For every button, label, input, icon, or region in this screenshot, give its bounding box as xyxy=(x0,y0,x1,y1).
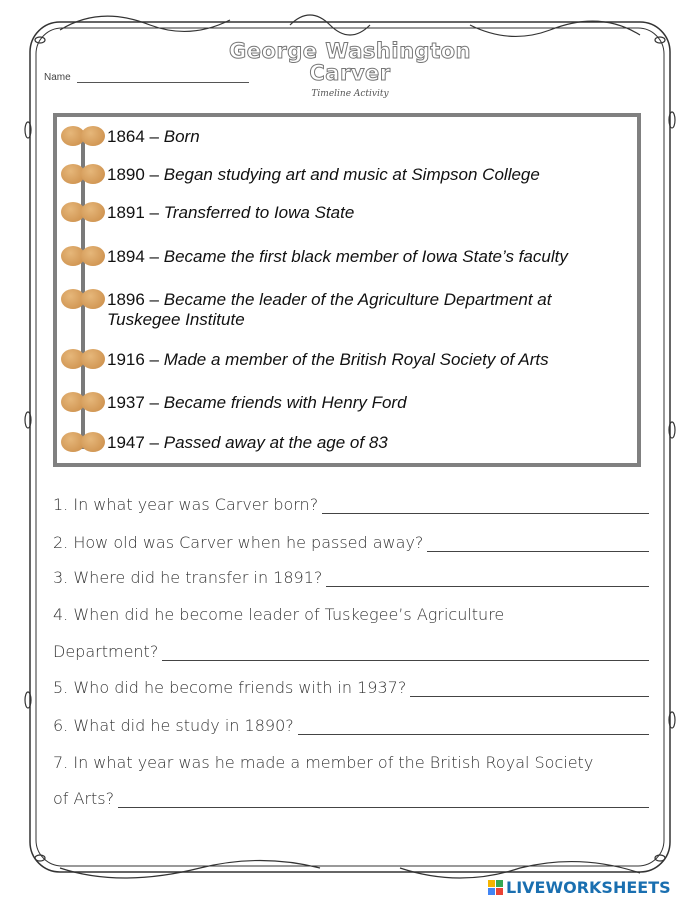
separator: – xyxy=(144,165,164,184)
answer-input-6[interactable] xyxy=(297,716,649,735)
separator: – xyxy=(144,393,164,412)
peanut-icon xyxy=(61,431,107,453)
question-6: 6. What did he study in 1890? xyxy=(53,716,649,735)
timeline-text: 1890 – Began studying art and music at S… xyxy=(107,165,540,185)
timeline-text: 1916 – Made a member of the British Roya… xyxy=(107,350,549,370)
answer-input-3[interactable] xyxy=(326,568,650,587)
timeline-text: 1864 – Born xyxy=(107,127,200,147)
logo-blocks-icon xyxy=(488,880,503,895)
timeline-item: 1896 – Became the leader of the Agricult… xyxy=(61,288,551,330)
separator: – xyxy=(144,433,164,452)
logo-text: LIVEWORKSHEETS xyxy=(506,878,671,897)
separator: – xyxy=(144,203,164,222)
timeline-text: 1894 – Became the first black member of … xyxy=(107,247,568,267)
timeline-event: Transferred to Iowa State xyxy=(163,203,355,222)
timeline-item: 1937 – Became friends with Henry Ford xyxy=(61,391,407,413)
liveworksheets-logo: LIVEWORKSHEETS xyxy=(488,878,671,897)
timeline-text: 1896 – Became the leader of the Agricult… xyxy=(107,290,551,330)
subtitle: Timeline Activity xyxy=(311,89,389,99)
answer-input-2[interactable] xyxy=(427,533,650,552)
timeline-year: 1894 xyxy=(107,247,145,266)
question-text: 7. In what year was he made a member of … xyxy=(53,753,594,772)
separator: – xyxy=(144,290,164,309)
name-input[interactable] xyxy=(76,68,249,83)
question-text: Department? xyxy=(53,642,159,661)
timeline-year: 1896 xyxy=(107,290,145,309)
timeline-event: Born xyxy=(163,127,200,146)
timeline-item: 1894 – Became the first black member of … xyxy=(61,245,568,267)
timeline-event: Became the first black member of Iowa St… xyxy=(163,247,568,266)
peanut-icon xyxy=(61,288,107,310)
timeline-text: 1937 – Became friends with Henry Ford xyxy=(107,393,407,413)
peanut-icon xyxy=(61,391,107,413)
timeline-year: 1937 xyxy=(107,393,145,412)
name-row: Name xyxy=(44,68,249,83)
timeline-text: 1947 – Passed away at the age of 83 xyxy=(107,433,388,453)
question-text: 4. When did he become leader of Tuskegee… xyxy=(53,605,505,624)
separator: – xyxy=(144,127,164,146)
question-text: 2. How old was Carver when he passed awa… xyxy=(53,533,424,552)
timeline-text: 1891 – Transferred to Iowa State xyxy=(107,203,354,223)
question-text: 1. In what year was Carver born? xyxy=(53,495,319,514)
timeline-item: 1890 – Began studying art and music at S… xyxy=(61,163,540,185)
timeline-event: Became friends with Henry Ford xyxy=(163,393,407,412)
timeline-year: 1890 xyxy=(107,165,145,184)
question-5: 5. Who did he become friends with in 193… xyxy=(53,678,650,697)
separator: – xyxy=(144,247,164,266)
timeline-item: 1916 – Made a member of the British Roya… xyxy=(61,348,549,370)
peanut-icon xyxy=(61,201,107,223)
timeline-box: 1864 – Born 1890 – Began studying art and… xyxy=(53,113,641,467)
answer-input-5[interactable] xyxy=(410,678,650,697)
question-7: 7. In what year was he made a member of … xyxy=(53,753,593,772)
question-text: 5. Who did he become friends with in 193… xyxy=(53,678,407,697)
timeline-event: Began studying art and music at Simpson … xyxy=(163,165,540,184)
timeline-item: 1864 – Born xyxy=(61,125,200,147)
question-7: of Arts? xyxy=(53,789,650,808)
question-1: 1. In what year was Carver born? xyxy=(53,495,650,514)
page-title: George Washington Carver xyxy=(200,39,500,85)
question-3: 3. Where did he transfer in 1891? xyxy=(53,568,650,587)
question-4: Department? xyxy=(53,642,650,661)
answer-input-1[interactable] xyxy=(322,495,650,514)
title-line-1: George Washington xyxy=(229,39,471,63)
answer-input-4[interactable] xyxy=(162,642,650,661)
timeline-event: Became the leader of the Agriculture Dep… xyxy=(163,290,552,309)
peanut-icon xyxy=(61,125,107,147)
peanut-icon xyxy=(61,348,107,370)
timeline-item: 1891 – Transferred to Iowa State xyxy=(61,201,354,223)
separator: – xyxy=(144,350,164,369)
timeline-event-cont: Tuskegee Institute xyxy=(107,310,245,329)
question-text: 6. What did he study in 1890? xyxy=(53,716,294,735)
name-label: Name xyxy=(44,72,71,83)
peanut-icon xyxy=(61,245,107,267)
timeline-item: 1947 – Passed away at the age of 83 xyxy=(61,431,388,453)
title-line-2: Carver xyxy=(309,61,391,85)
peanut-icon xyxy=(61,163,107,185)
question-4: 4. When did he become leader of Tuskegee… xyxy=(53,605,504,624)
timeline-year: 1891 xyxy=(107,203,145,222)
answer-input-7[interactable] xyxy=(118,789,650,808)
question-text: of Arts? xyxy=(53,789,115,808)
timeline-year: 1864 xyxy=(107,127,145,146)
timeline-year: 1947 xyxy=(107,433,145,452)
timeline-year: 1916 xyxy=(107,350,145,369)
question-text: 3. Where did he transfer in 1891? xyxy=(53,568,323,587)
timeline-event: Made a member of the British Royal Socie… xyxy=(163,350,549,369)
timeline-event: Passed away at the age of 83 xyxy=(163,433,388,452)
question-2: 2. How old was Carver when he passed awa… xyxy=(53,533,650,552)
